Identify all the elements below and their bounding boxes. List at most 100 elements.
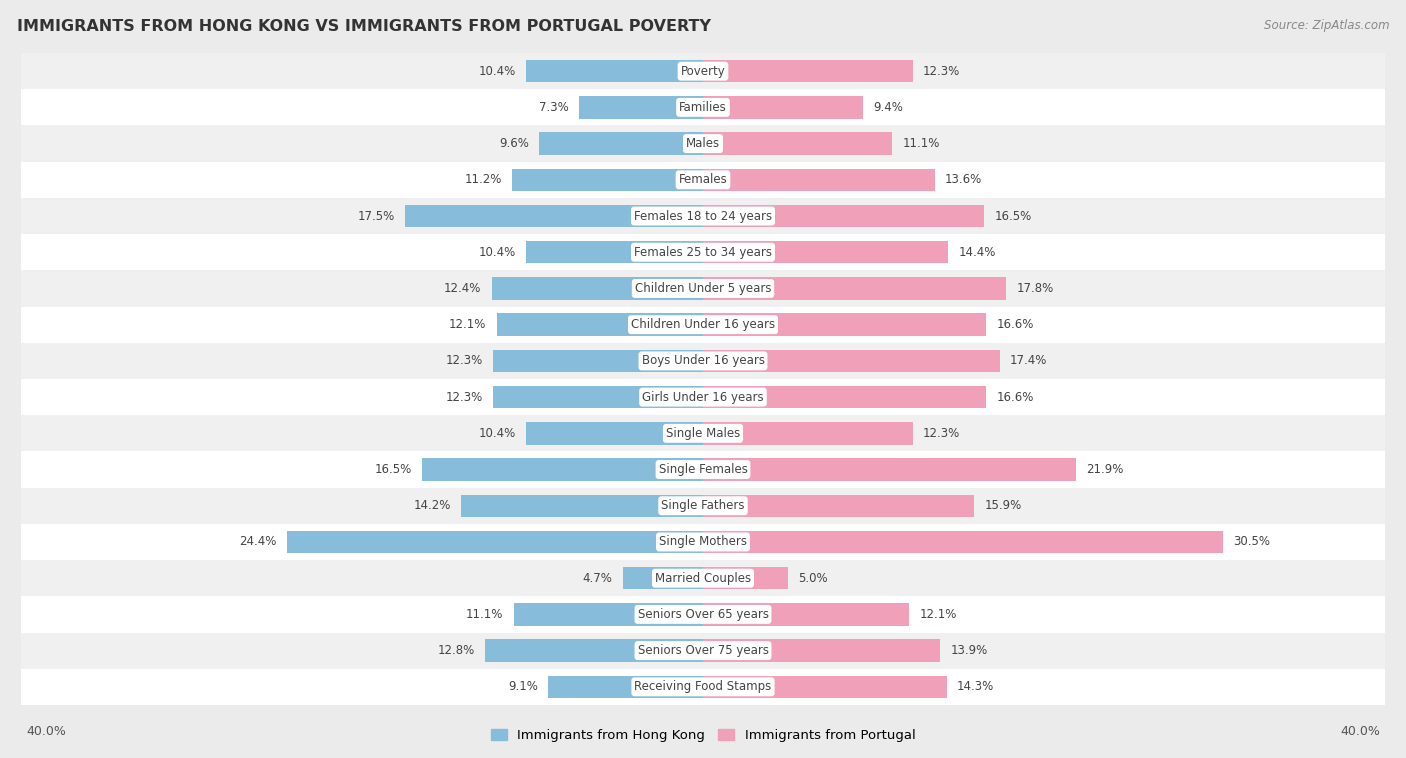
Bar [21, 632, 1385, 669]
Text: Seniors Over 75 years: Seniors Over 75 years [637, 644, 769, 657]
Bar [21, 89, 1385, 126]
Text: 9.6%: 9.6% [499, 137, 529, 150]
Bar [703, 459, 1077, 481]
Text: 40.0%: 40.0% [27, 725, 66, 738]
Text: 13.9%: 13.9% [950, 644, 987, 657]
Text: Children Under 5 years: Children Under 5 years [634, 282, 772, 295]
Text: 21.9%: 21.9% [1087, 463, 1123, 476]
Text: Boys Under 16 years: Boys Under 16 years [641, 355, 765, 368]
Text: 16.6%: 16.6% [997, 318, 1033, 331]
Bar [405, 205, 703, 227]
Bar [21, 597, 1385, 632]
Text: 4.7%: 4.7% [582, 572, 613, 584]
Bar [512, 168, 703, 191]
Text: Girls Under 16 years: Girls Under 16 years [643, 390, 763, 403]
Bar [21, 452, 1385, 487]
Bar [494, 386, 703, 409]
Text: Single Mothers: Single Mothers [659, 535, 747, 549]
Bar [21, 198, 1385, 234]
Bar [21, 271, 1385, 306]
Text: 24.4%: 24.4% [239, 535, 277, 549]
Bar [21, 343, 1385, 379]
Text: 17.5%: 17.5% [357, 209, 395, 223]
Legend: Immigrants from Hong Kong, Immigrants from Portugal: Immigrants from Hong Kong, Immigrants fr… [485, 723, 921, 747]
Bar [526, 422, 703, 444]
Text: 17.4%: 17.4% [1010, 355, 1047, 368]
Text: 12.1%: 12.1% [449, 318, 486, 331]
Text: 12.3%: 12.3% [922, 427, 960, 440]
Bar [461, 494, 703, 517]
Bar [703, 205, 984, 227]
Bar [703, 675, 946, 698]
Bar [703, 422, 912, 444]
Bar [21, 415, 1385, 452]
Text: 9.4%: 9.4% [873, 101, 903, 114]
Bar [703, 241, 949, 264]
Text: 15.9%: 15.9% [984, 500, 1022, 512]
Bar [703, 314, 986, 336]
Text: 9.1%: 9.1% [508, 681, 537, 694]
Bar [703, 60, 912, 83]
Text: Source: ZipAtlas.com: Source: ZipAtlas.com [1264, 19, 1389, 32]
Bar [703, 640, 941, 662]
Text: 14.4%: 14.4% [959, 246, 995, 258]
Bar [485, 640, 703, 662]
Bar [492, 277, 703, 299]
Text: Males: Males [686, 137, 720, 150]
Text: 13.6%: 13.6% [945, 174, 983, 186]
Bar [548, 675, 703, 698]
Text: 12.3%: 12.3% [922, 64, 960, 77]
Bar [422, 459, 703, 481]
Text: 7.3%: 7.3% [538, 101, 568, 114]
Text: Females 18 to 24 years: Females 18 to 24 years [634, 209, 772, 223]
Text: 11.2%: 11.2% [464, 174, 502, 186]
Text: 12.1%: 12.1% [920, 608, 957, 621]
Text: 30.5%: 30.5% [1233, 535, 1270, 549]
Text: 16.5%: 16.5% [994, 209, 1032, 223]
Bar [703, 277, 1007, 299]
Bar [703, 349, 1000, 372]
Text: 11.1%: 11.1% [467, 608, 503, 621]
Text: Receiving Food Stamps: Receiving Food Stamps [634, 681, 772, 694]
Text: 12.4%: 12.4% [444, 282, 481, 295]
Bar [703, 531, 1223, 553]
Text: 17.8%: 17.8% [1017, 282, 1054, 295]
Text: 11.1%: 11.1% [903, 137, 939, 150]
Text: Single Fathers: Single Fathers [661, 500, 745, 512]
Bar [513, 603, 703, 625]
Bar [21, 524, 1385, 560]
Text: 10.4%: 10.4% [478, 246, 516, 258]
Text: 16.5%: 16.5% [374, 463, 412, 476]
Bar [703, 96, 863, 118]
Bar [703, 567, 789, 590]
Bar [21, 560, 1385, 597]
Text: Children Under 16 years: Children Under 16 years [631, 318, 775, 331]
Bar [21, 161, 1385, 198]
Text: IMMIGRANTS FROM HONG KONG VS IMMIGRANTS FROM PORTUGAL POVERTY: IMMIGRANTS FROM HONG KONG VS IMMIGRANTS … [17, 19, 711, 34]
Text: Single Males: Single Males [666, 427, 740, 440]
Bar [526, 60, 703, 83]
Text: 16.6%: 16.6% [997, 390, 1033, 403]
Bar [21, 487, 1385, 524]
Text: Single Females: Single Females [658, 463, 748, 476]
Text: 12.3%: 12.3% [446, 355, 484, 368]
Text: Females: Females [679, 174, 727, 186]
Bar [21, 379, 1385, 415]
Text: 5.0%: 5.0% [799, 572, 828, 584]
Bar [496, 314, 703, 336]
Text: Seniors Over 65 years: Seniors Over 65 years [637, 608, 769, 621]
Bar [578, 96, 703, 118]
Bar [703, 494, 974, 517]
Bar [703, 603, 910, 625]
Text: 40.0%: 40.0% [1340, 725, 1379, 738]
Text: Poverty: Poverty [681, 64, 725, 77]
Bar [703, 168, 935, 191]
Bar [540, 133, 703, 155]
Text: Married Couples: Married Couples [655, 572, 751, 584]
Bar [494, 349, 703, 372]
Text: 10.4%: 10.4% [478, 427, 516, 440]
Text: 14.2%: 14.2% [413, 500, 451, 512]
Text: 10.4%: 10.4% [478, 64, 516, 77]
Text: Families: Families [679, 101, 727, 114]
Bar [21, 126, 1385, 161]
